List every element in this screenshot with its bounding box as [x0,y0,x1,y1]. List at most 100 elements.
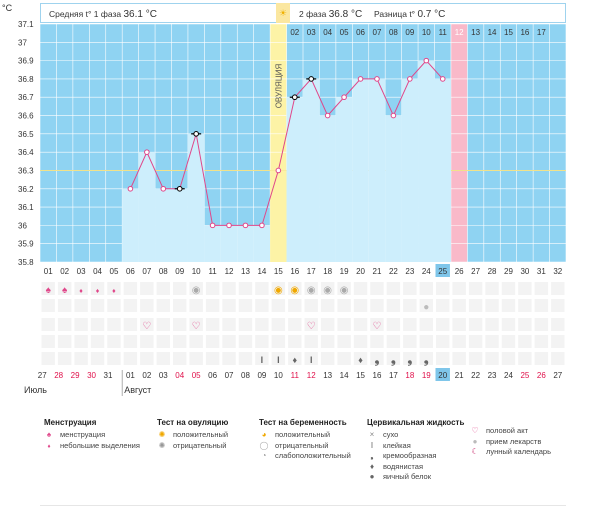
icon-cell[interactable] [123,282,138,295]
icon-cell[interactable] [419,299,433,312]
calendar-date-label[interactable]: 18 [405,371,414,380]
icon-cell[interactable] [386,352,401,365]
icon-cell[interactable] [288,352,302,365]
icon-cell[interactable] [238,299,253,312]
cycle-day-label[interactable]: 23 [405,267,414,276]
icon-cell[interactable] [468,282,483,295]
icon-cell[interactable] [107,335,121,348]
icon-cell[interactable] [107,299,121,312]
icon-cell[interactable] [304,282,318,295]
calendar-date-label[interactable]: 20 [438,371,447,380]
icon-cell[interactable] [452,318,466,331]
icon-cell[interactable] [156,282,170,295]
icon-cell[interactable] [57,282,72,295]
icon-cell[interactable] [189,299,203,312]
icon-cell[interactable] [353,299,368,312]
icon-cell[interactable] [485,282,499,295]
temp-point[interactable] [160,185,167,192]
icon-cell[interactable] [123,335,138,348]
calendar-date-label[interactable]: 02 [142,371,151,380]
calendar-date-label[interactable]: 09 [257,371,266,380]
icon-cell[interactable] [452,335,466,348]
icon-cell[interactable] [534,299,549,312]
icon-cell[interactable] [140,352,154,365]
icon-cell[interactable] [107,282,121,295]
cycle-day-label[interactable]: 17 [307,267,316,276]
temp-point[interactable] [407,76,413,82]
calendar-date-label[interactable]: 14 [340,371,349,380]
calendar-date-label[interactable]: 19 [422,371,431,380]
icon-cell[interactable] [255,352,269,365]
calendar-date-label[interactable]: 30 [87,371,96,380]
icon-cell[interactable] [452,299,466,312]
calendar-date-label[interactable]: 13 [323,371,332,380]
icon-cell[interactable] [320,352,335,365]
calendar-date-label[interactable]: 04 [175,371,184,380]
icon-cell[interactable] [419,318,433,331]
icon-cell[interactable] [436,299,450,312]
icon-cell[interactable] [57,335,72,348]
icon-cell[interactable] [386,282,401,295]
icon-cell[interactable] [353,282,368,295]
icon-cell[interactable] [551,299,565,312]
icon-cell[interactable] [353,352,368,365]
icon-cell[interactable] [501,335,516,348]
icon-cell[interactable] [370,318,384,331]
cycle-day-label[interactable]: 30 [520,267,529,276]
icon-cell[interactable] [41,299,55,312]
icon-cell[interactable] [501,352,516,365]
icon-cell[interactable] [238,352,253,365]
temp-point[interactable] [439,76,446,82]
temp-point[interactable] [176,185,183,192]
icon-cell[interactable] [238,335,253,348]
icon-cell[interactable] [320,318,335,331]
icon-cell[interactable] [156,335,170,348]
icon-cell[interactable] [173,318,187,331]
icon-cell[interactable] [255,282,269,295]
cycle-day-label[interactable]: 10 [192,267,201,276]
icon-cell[interactable] [123,318,138,331]
icon-cell[interactable] [271,318,286,331]
icon-cell[interactable] [74,352,88,365]
icon-cell[interactable] [173,282,187,295]
calendar-date-label[interactable]: 31 [104,371,113,380]
icon-cell[interactable] [436,352,450,365]
calendar-date-label[interactable]: 24 [504,371,513,380]
cycle-day-label[interactable]: 02 [60,267,69,276]
icon-cell[interactable] [90,352,105,365]
temp-point[interactable] [324,112,331,119]
icon-cell[interactable] [271,282,286,295]
cycle-day-label[interactable]: 03 [77,267,86,276]
icon-cell[interactable] [90,299,105,312]
calendar-date-label[interactable]: 10 [274,371,283,380]
icon-cell[interactable] [386,318,401,331]
icon-cell[interactable] [518,352,532,365]
cycle-day-label[interactable]: 19 [340,267,349,276]
icon-cell[interactable] [353,318,368,331]
icon-cell[interactable] [74,299,88,312]
temp-point[interactable] [341,94,347,101]
icon-cell[interactable] [518,318,532,331]
cycle-day-label[interactable]: 20 [356,267,365,276]
icon-cell[interactable] [189,352,203,365]
icon-cell[interactable] [205,299,220,312]
icon-cell[interactable] [485,299,499,312]
calendar-date-label[interactable]: 22 [471,371,480,380]
icon-cell[interactable] [74,282,88,295]
icon-cell[interactable] [41,335,55,348]
calendar-date-label[interactable]: 05 [192,371,201,380]
icon-cell[interactable] [74,335,88,348]
icon-cell[interactable] [370,335,384,348]
cycle-day-label[interactable]: 13 [241,267,250,276]
icon-cell[interactable] [288,299,302,312]
icon-cell[interactable] [288,282,302,295]
icon-cell[interactable] [518,335,532,348]
icon-cell[interactable] [320,282,335,295]
icon-cell[interactable] [370,282,384,295]
icon-cell[interactable] [156,299,170,312]
calendar-date-label[interactable]: 15 [356,371,365,380]
icon-cell[interactable] [452,282,466,295]
icon-cell[interactable] [288,318,302,331]
icon-cell[interactable] [468,318,483,331]
temp-point[interactable] [374,76,380,82]
